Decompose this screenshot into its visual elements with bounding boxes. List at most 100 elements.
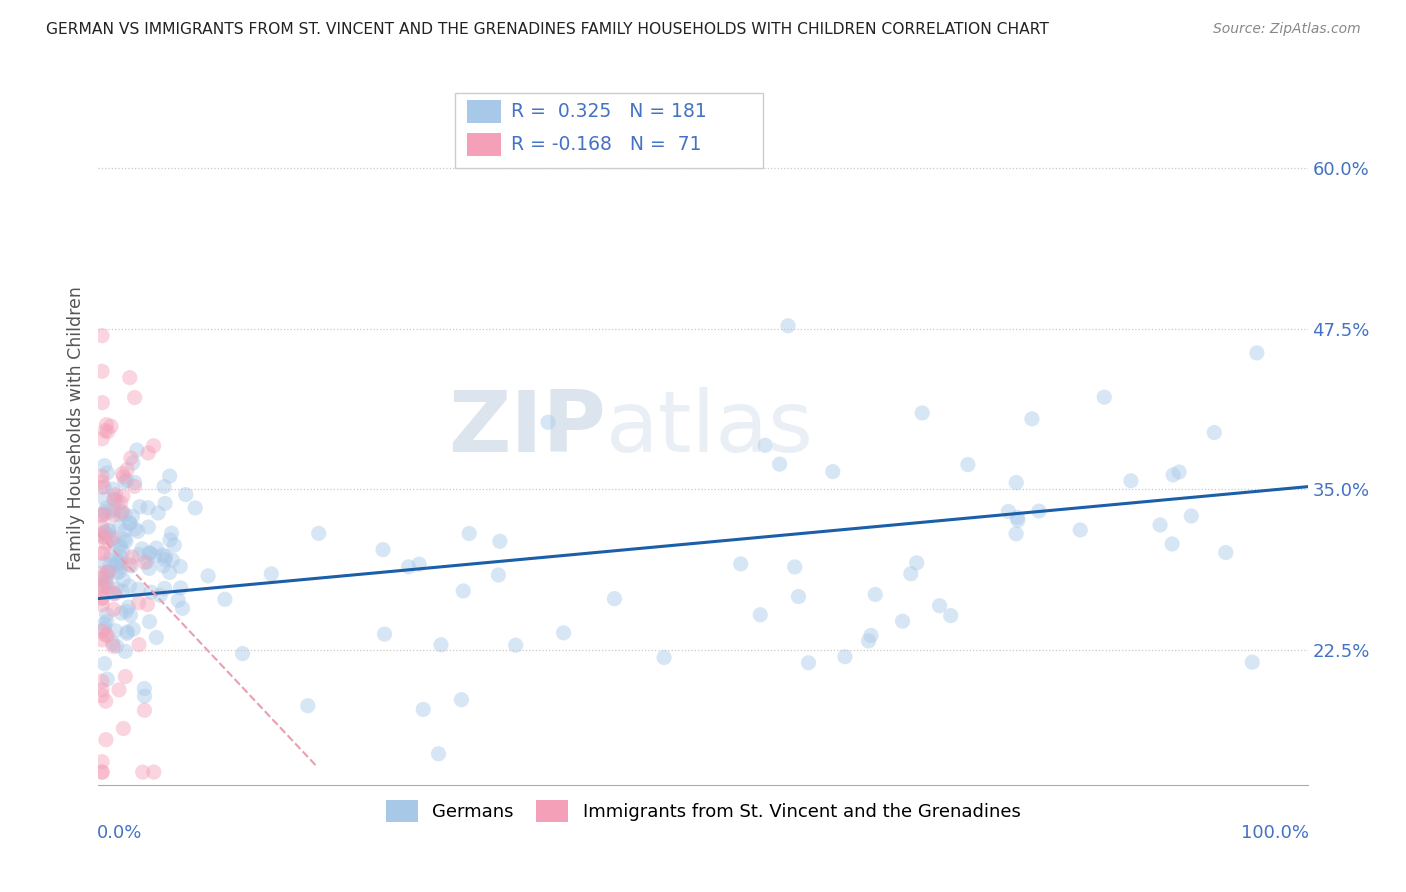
- Point: [93, 546, 115, 560]
- Point: [115, 534, 138, 549]
- Point: [308, 526, 330, 541]
- Point: [858, 634, 880, 648]
- Point: [121, 509, 143, 524]
- Point: [505, 638, 527, 652]
- Point: [93, 525, 115, 540]
- Point: [115, 462, 138, 476]
- Point: [96, 672, 118, 686]
- Point: [110, 606, 132, 620]
- Point: [91, 582, 114, 596]
- Point: [94, 574, 117, 589]
- Point: [118, 579, 141, 593]
- Point: [97, 564, 120, 578]
- Point: [111, 504, 134, 518]
- Point: [489, 534, 512, 549]
- Text: GERMAN VS IMMIGRANTS FROM ST. VINCENT AND THE GRENADINES FAMILY HOUSEHOLDS WITH : GERMAN VS IMMIGRANTS FROM ST. VINCENT AN…: [46, 22, 1049, 37]
- Point: [537, 415, 560, 429]
- Point: [155, 549, 177, 564]
- Point: [451, 584, 474, 599]
- Point: [956, 458, 979, 472]
- Point: [91, 432, 114, 446]
- Point: [91, 508, 114, 523]
- Point: [939, 608, 962, 623]
- Point: [93, 616, 115, 631]
- Point: [112, 469, 135, 483]
- Point: [94, 576, 117, 591]
- Point: [97, 528, 120, 542]
- Point: [1215, 545, 1237, 559]
- Text: atlas: atlas: [606, 386, 814, 470]
- Point: [105, 493, 128, 508]
- Point: [138, 615, 160, 629]
- Point: [1161, 537, 1184, 551]
- Point: [105, 558, 128, 572]
- Point: [101, 482, 124, 496]
- Point: [101, 508, 124, 522]
- FancyBboxPatch shape: [467, 133, 501, 156]
- Point: [430, 638, 453, 652]
- Point: [108, 508, 131, 522]
- Point: [797, 656, 820, 670]
- Point: [730, 557, 752, 571]
- Point: [115, 473, 138, 487]
- Point: [408, 558, 430, 572]
- Point: [96, 501, 118, 516]
- Point: [122, 622, 145, 636]
- Point: [783, 560, 806, 574]
- Point: [232, 647, 254, 661]
- Point: [111, 545, 134, 559]
- Point: [128, 500, 150, 514]
- Point: [96, 615, 118, 629]
- Point: [1180, 508, 1202, 523]
- Point: [153, 496, 176, 510]
- Point: [97, 565, 120, 579]
- Point: [110, 495, 132, 509]
- Point: [93, 505, 115, 519]
- Point: [134, 556, 156, 570]
- Point: [145, 631, 167, 645]
- Point: [128, 596, 150, 610]
- Point: [891, 614, 914, 628]
- Point: [103, 536, 125, 550]
- Point: [865, 587, 887, 601]
- Point: [127, 582, 149, 597]
- Point: [96, 565, 118, 579]
- Point: [101, 639, 124, 653]
- Point: [108, 682, 131, 697]
- Point: [91, 480, 114, 494]
- Point: [138, 547, 160, 561]
- Point: [91, 591, 114, 605]
- Point: [160, 526, 183, 541]
- Point: [118, 516, 141, 531]
- Point: [121, 549, 143, 564]
- Point: [749, 607, 772, 622]
- Point: [105, 566, 128, 580]
- Point: [146, 506, 169, 520]
- Point: [108, 519, 131, 533]
- Point: [111, 489, 134, 503]
- Point: [184, 500, 207, 515]
- Point: [91, 682, 114, 697]
- Point: [91, 591, 114, 606]
- Point: [101, 636, 124, 650]
- Point: [754, 438, 776, 452]
- Point: [100, 549, 122, 564]
- Point: [120, 450, 142, 465]
- Point: [1204, 425, 1226, 440]
- Point: [138, 520, 160, 534]
- Point: [110, 550, 132, 565]
- Point: [94, 694, 117, 708]
- Point: [131, 541, 153, 556]
- Point: [1119, 474, 1142, 488]
- Point: [91, 624, 114, 639]
- Point: [93, 491, 115, 506]
- Point: [114, 669, 136, 683]
- Point: [91, 520, 114, 534]
- Point: [103, 491, 125, 506]
- Point: [152, 558, 174, 573]
- FancyBboxPatch shape: [456, 93, 763, 168]
- Point: [412, 702, 434, 716]
- Point: [1246, 346, 1268, 360]
- Point: [136, 500, 159, 515]
- Point: [120, 559, 142, 574]
